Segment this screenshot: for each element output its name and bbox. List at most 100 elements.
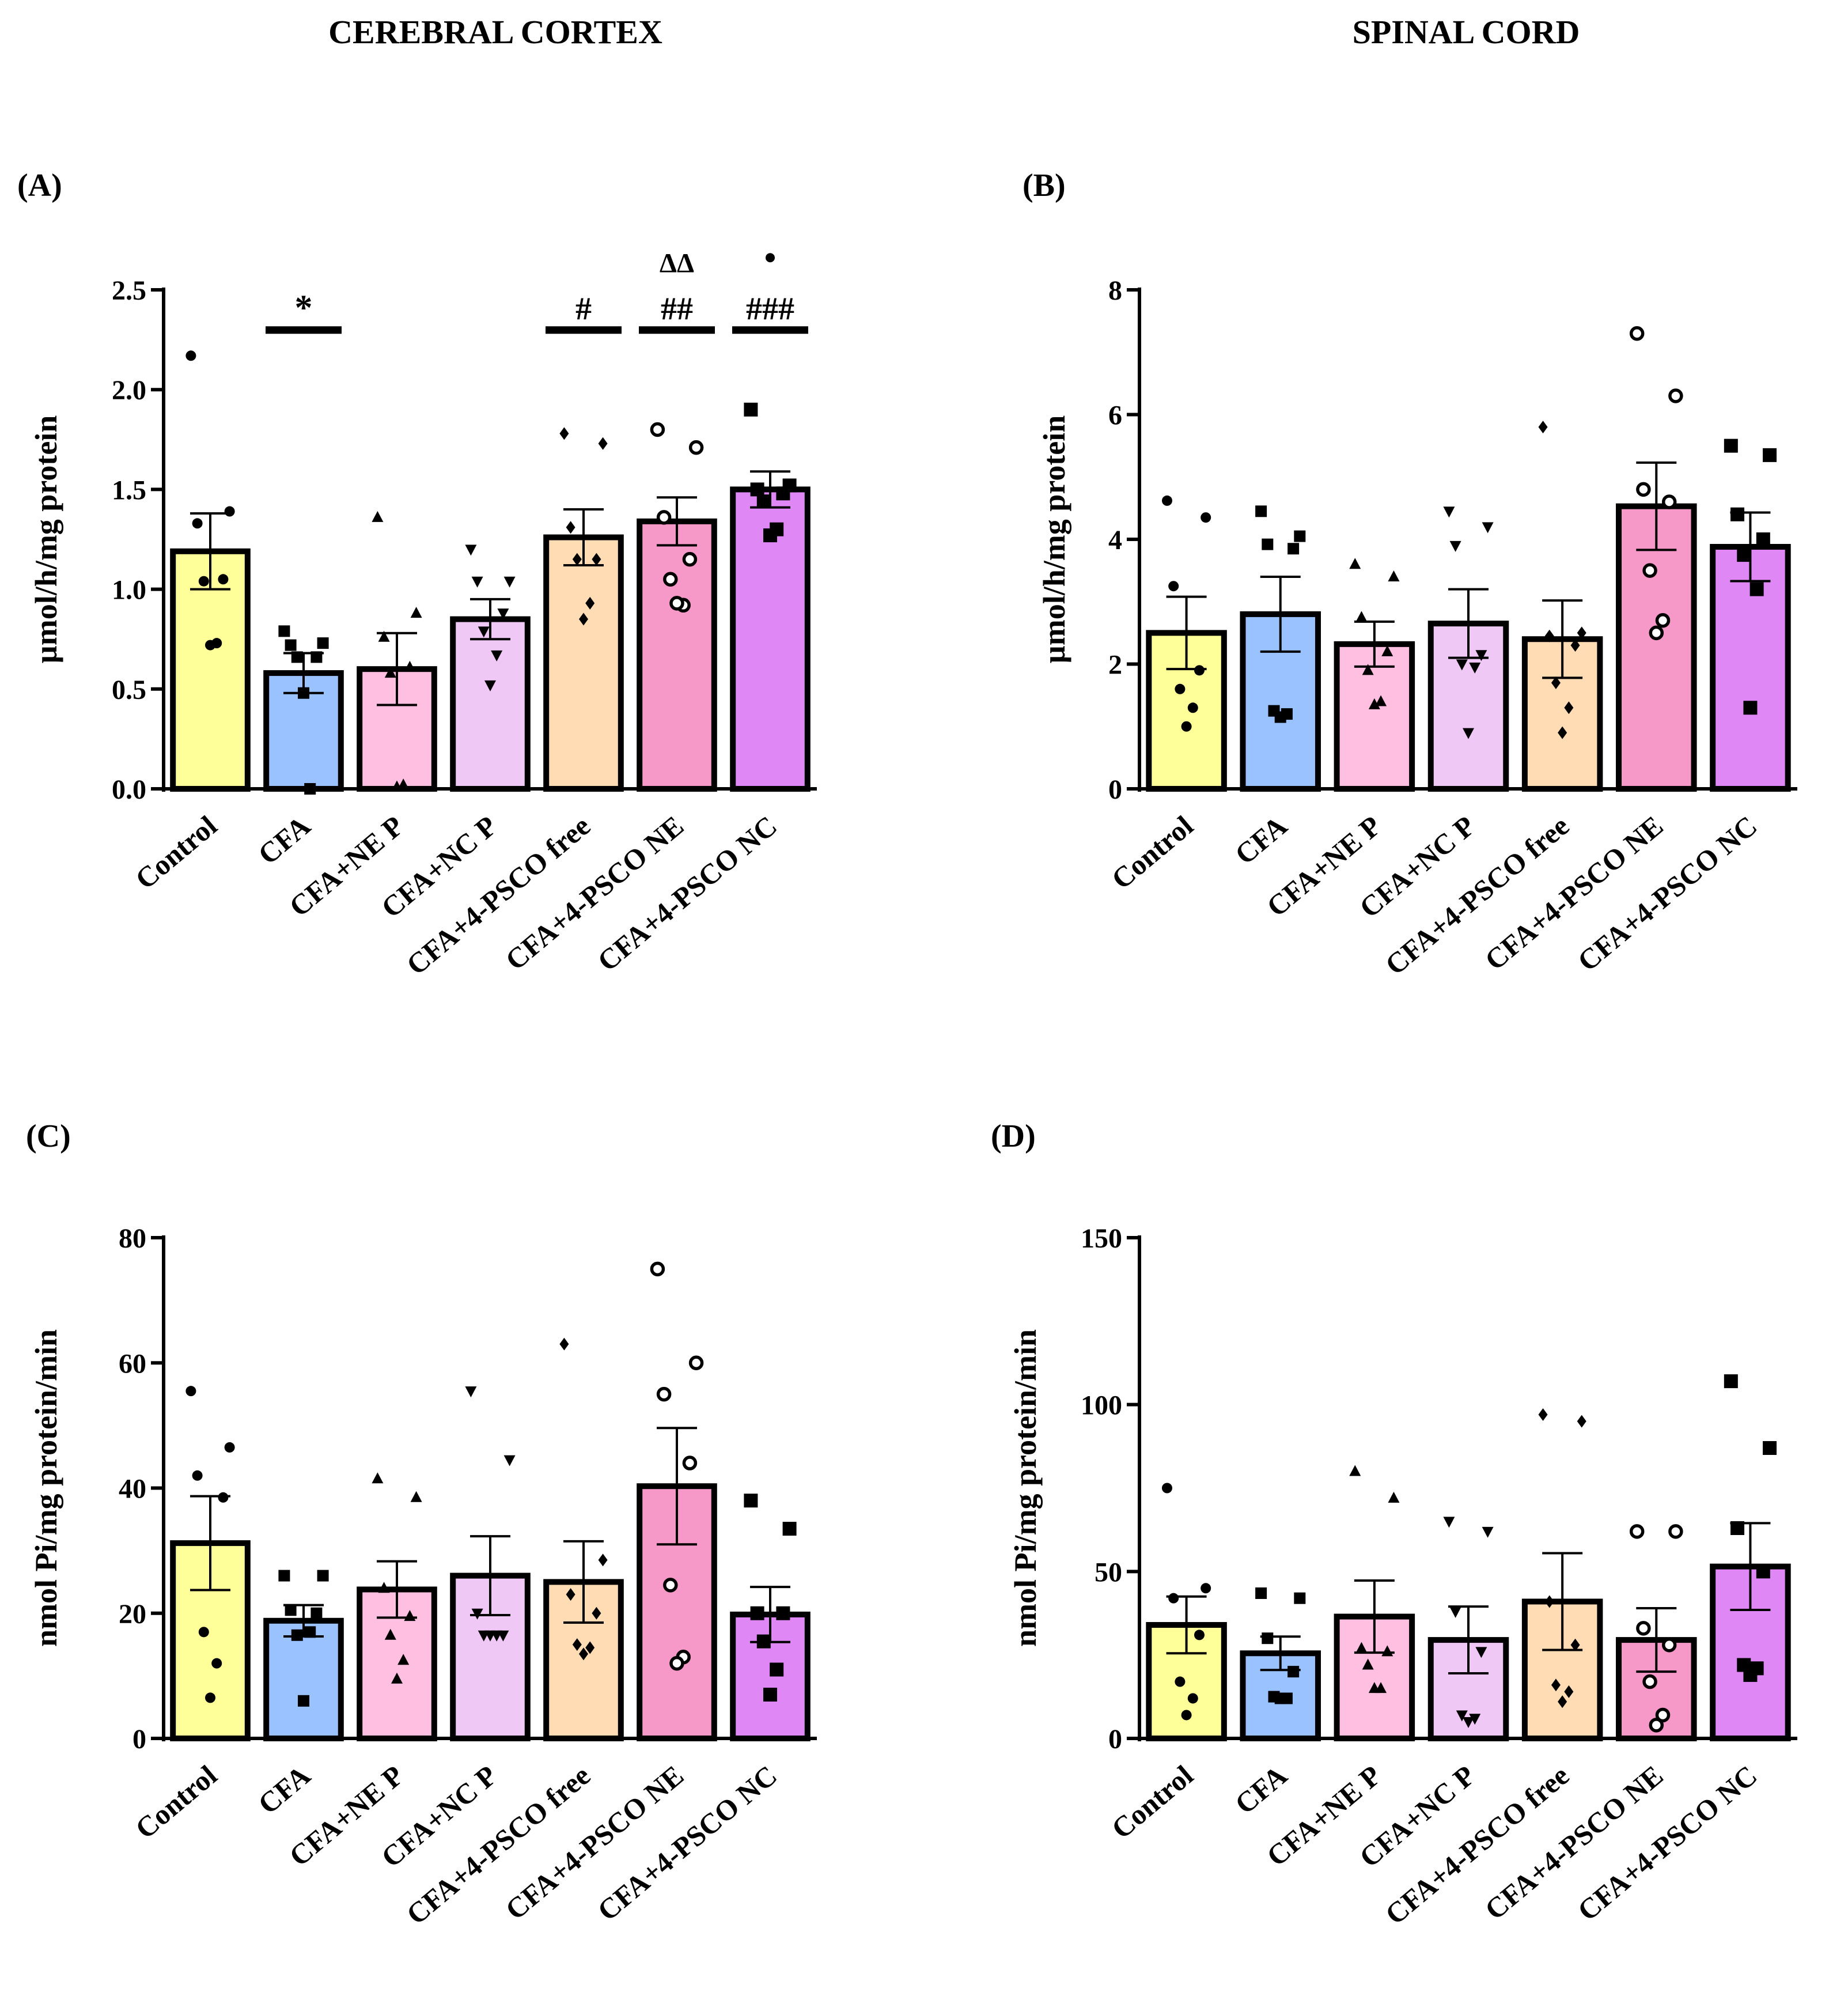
data-point — [1187, 1693, 1198, 1704]
data-point — [566, 1588, 575, 1601]
data-point — [650, 422, 665, 437]
data-point — [1294, 530, 1306, 542]
data-point — [1456, 1710, 1468, 1722]
data-point — [1294, 1592, 1306, 1604]
y-tick-label: 0 — [1108, 1724, 1122, 1755]
data-point — [1551, 676, 1561, 689]
panel-label: (C) — [26, 1118, 71, 1154]
data-point — [763, 528, 777, 543]
data-point — [317, 637, 329, 649]
panel-c: (C) 0 20 40 60 80 nmol Pi/mg protein/min Contro… — [26, 1118, 817, 1931]
data-point — [1355, 1642, 1368, 1653]
data-point — [503, 1455, 516, 1466]
bar-5 — [543, 534, 624, 792]
data-point — [1544, 1595, 1554, 1608]
data-point — [291, 1629, 303, 1641]
data-point — [465, 545, 477, 556]
bar-4 — [450, 616, 531, 792]
data-point — [756, 494, 771, 509]
data-point — [572, 553, 582, 566]
panel-a: (A) 0.0 0.5 1.0 1.5 2.0 2.5 µmol/h/mg protein Co… — [17, 168, 817, 981]
data-point — [1255, 1587, 1267, 1599]
data-point — [1201, 512, 1211, 523]
data-point — [592, 1606, 601, 1620]
data-point — [1443, 506, 1455, 518]
data-point — [559, 1337, 569, 1351]
data-point — [1368, 698, 1380, 709]
data-point — [1349, 1465, 1361, 1476]
data-point — [317, 1570, 329, 1582]
y-tick-label: 150 — [1081, 1223, 1122, 1254]
data-point — [669, 1655, 684, 1671]
data-point — [310, 1607, 323, 1619]
panels: (A) 0.0 0.5 1.0 1.5 2.0 2.5 µmol/h/mg protein Co… — [17, 168, 1797, 1931]
data-point — [1564, 1685, 1574, 1698]
data-point — [763, 1687, 777, 1702]
data-point — [224, 506, 235, 517]
data-point — [1756, 1564, 1770, 1579]
column-title-left: CEREBRAL CORTEX — [328, 13, 662, 51]
data-point — [1636, 482, 1651, 497]
data-point — [1201, 1583, 1211, 1594]
y-tick-label: 80 — [119, 1223, 146, 1254]
data-point — [1763, 1441, 1777, 1455]
y-tick-label: 1.5 — [112, 475, 146, 505]
data-point — [205, 1692, 215, 1703]
data-point — [378, 630, 390, 642]
data-point — [1577, 626, 1586, 640]
data-point — [1661, 1638, 1677, 1653]
data-point — [1763, 448, 1777, 462]
data-point — [372, 511, 384, 522]
data-point — [1161, 495, 1172, 506]
data-point — [1668, 1524, 1683, 1539]
data-point — [391, 1672, 403, 1684]
y-tick-label: 0 — [1108, 774, 1122, 805]
data-point — [663, 572, 678, 587]
data-point — [656, 510, 672, 525]
data-point — [688, 1355, 704, 1370]
data-point — [1175, 1676, 1186, 1687]
data-point — [598, 437, 608, 450]
significance-bar — [546, 326, 622, 334]
data-point — [503, 576, 516, 588]
data-point — [1388, 570, 1400, 581]
data-point — [1629, 326, 1645, 341]
data-point — [397, 778, 410, 790]
data-point — [1724, 438, 1738, 453]
y-tick-label: 50 — [1095, 1557, 1122, 1587]
data-point — [1388, 1491, 1400, 1503]
data-point — [1749, 582, 1764, 596]
data-point — [192, 518, 203, 529]
data-point — [285, 1604, 297, 1616]
data-point — [1743, 1668, 1758, 1682]
significance-label: ### — [746, 291, 794, 327]
data-point — [198, 1627, 209, 1638]
data-point — [1255, 505, 1267, 517]
data-point — [205, 640, 215, 651]
data-point — [585, 1641, 595, 1654]
data-point — [1642, 563, 1657, 578]
data-point — [1756, 532, 1770, 546]
y-tick-label: 40 — [119, 1474, 146, 1504]
x-tick-label: CFA — [1229, 1759, 1293, 1821]
x-tick-label: CFA — [252, 1759, 316, 1821]
data-point — [1194, 1630, 1205, 1640]
data-point — [1544, 629, 1554, 642]
data-point — [688, 440, 704, 455]
bar-2 — [263, 1617, 344, 1741]
data-point — [782, 1522, 797, 1536]
x-tick-label: Control — [1105, 809, 1199, 895]
data-point — [1362, 664, 1374, 675]
y-tick-label: 100 — [1081, 1390, 1122, 1421]
data-point — [776, 1606, 790, 1620]
data-point — [656, 1386, 672, 1402]
data-point — [1274, 1692, 1286, 1704]
y-tick-label: 60 — [119, 1348, 146, 1379]
y-tick-label: 0.0 — [112, 774, 146, 805]
data-point — [497, 608, 509, 620]
data-point — [598, 1553, 608, 1567]
data-point — [1655, 1707, 1671, 1723]
significance-bar — [266, 326, 342, 334]
